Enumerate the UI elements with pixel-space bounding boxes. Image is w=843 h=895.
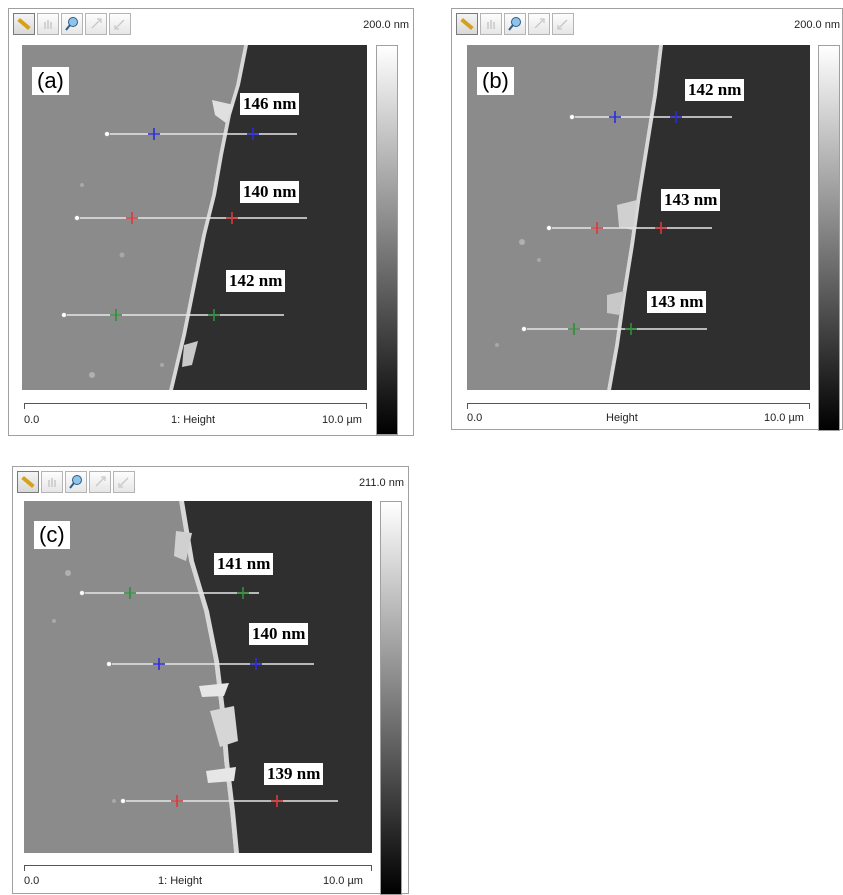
measurement-label: 139 nm: [264, 763, 324, 785]
ruler-icon[interactable]: [456, 13, 478, 35]
axis-tick: [366, 403, 367, 409]
panel-letter: (a): [32, 67, 69, 95]
axis-end-label: 10.0 µm: [322, 414, 362, 426]
measurement-label: 146 nm: [240, 93, 300, 115]
zoom-out-icon[interactable]: [113, 471, 135, 493]
height-colorbar: [380, 501, 402, 895]
height-map: [22, 45, 367, 390]
zoom-in-icon[interactable]: [528, 13, 550, 35]
zoom-out-icon[interactable]: [109, 13, 131, 35]
measurement-label: 143 nm: [661, 189, 721, 211]
measurement-label: 141 nm: [214, 553, 274, 575]
ruler-icon[interactable]: [13, 13, 35, 35]
axis-start-label: 0.0: [24, 875, 40, 887]
measurement-label: 140 nm: [249, 623, 309, 645]
axis-title: 1: Height: [158, 875, 203, 887]
z-scale-label: 200.0 nm: [363, 19, 409, 31]
height-colorbar: [376, 45, 398, 435]
axis-tick: [467, 403, 468, 409]
zoom-icon[interactable]: [65, 471, 87, 493]
x-axis: [467, 403, 810, 404]
x-axis: [24, 865, 372, 866]
height-colorbar: [818, 45, 840, 431]
pan-icon[interactable]: [41, 471, 63, 493]
measurement-label: 140 nm: [240, 181, 300, 203]
panel-letter: (c): [34, 521, 70, 549]
zoom-icon[interactable]: [504, 13, 526, 35]
afm-panel-c: 211.0 nm (c) 141 nm: [12, 466, 409, 895]
afm-height-image[interactable]: (a) 146 nm 140 nm 142 nm: [22, 45, 367, 390]
zoom-in-icon[interactable]: [89, 471, 111, 493]
axis-tick: [24, 865, 25, 871]
afm-panel-b: 200.0 nm (b) 142 nm 143 nm 143: [451, 8, 843, 431]
measurement-label: 142 nm: [685, 79, 745, 101]
zoom-out-icon[interactable]: [552, 13, 574, 35]
measurement-label: 143 nm: [647, 291, 707, 313]
axis-start-label: 0.0: [467, 412, 483, 424]
axis-end-label: 10.0 µm: [764, 412, 804, 424]
axis-title: Height: [606, 412, 638, 424]
axis-start-label: 0.0: [24, 414, 40, 426]
ruler-icon[interactable]: [17, 471, 39, 493]
axis-title: 1: Height: [171, 414, 216, 426]
zoom-in-icon[interactable]: [85, 13, 107, 35]
axis-end-label: 10.0 µm: [323, 875, 363, 887]
height-map: [24, 501, 372, 853]
axis-tick: [809, 403, 810, 409]
axis-tick: [24, 403, 25, 409]
z-scale-label: 200.0 nm: [794, 19, 840, 31]
toolbar: [13, 13, 131, 35]
pan-icon[interactable]: [480, 13, 502, 35]
afm-height-image[interactable]: (b) 142 nm 143 nm 143 nm: [467, 45, 810, 390]
x-axis: [24, 403, 367, 404]
toolbar: [17, 471, 135, 493]
height-map: [467, 45, 810, 390]
axis-tick: [371, 865, 372, 871]
z-scale-label: 211.0 nm: [358, 477, 404, 489]
measurement-label: 142 nm: [226, 270, 286, 292]
panel-letter: (b): [477, 67, 514, 95]
toolbar: [456, 13, 574, 35]
zoom-icon[interactable]: [61, 13, 83, 35]
pan-icon[interactable]: [37, 13, 59, 35]
afm-panel-a: 200.0 nm (a) 146 nm 140 nm: [8, 8, 414, 436]
afm-height-image[interactable]: (c) 141 nm 140 nm 139 nm: [24, 501, 372, 853]
